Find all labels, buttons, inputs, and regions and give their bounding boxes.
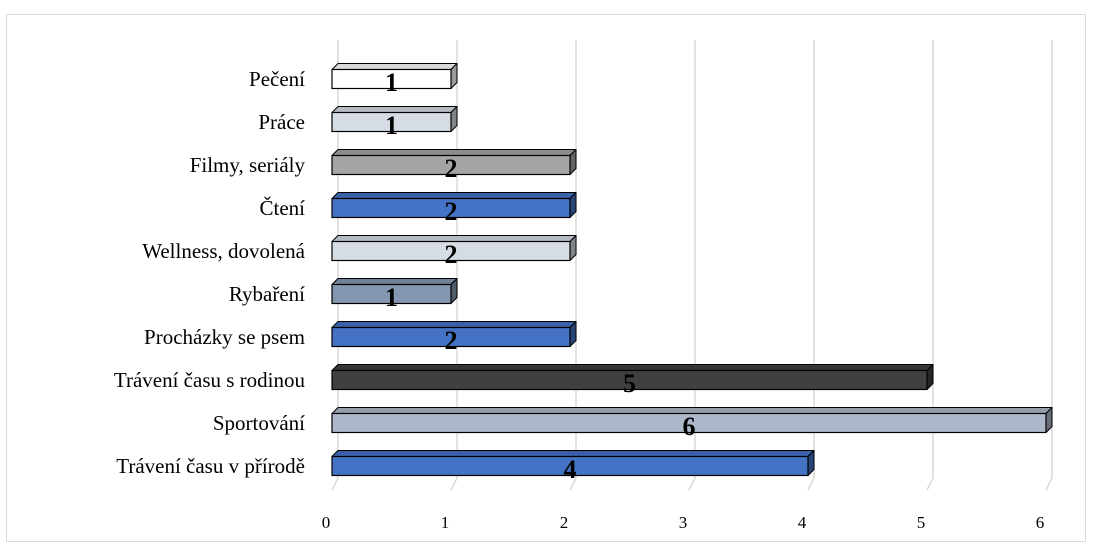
bar-front-face [331, 197, 571, 219]
bar-6 [331, 192, 577, 219]
data-label: 5 [623, 369, 636, 398]
data-label: 6 [683, 412, 696, 441]
bar-1 [331, 407, 1053, 434]
x-tick-label: 2 [560, 513, 569, 532]
data-label: 2 [445, 240, 458, 269]
bar-0 [331, 450, 815, 477]
bar-front-face [331, 283, 452, 305]
x-tick-label: 3 [679, 513, 688, 532]
category-label: Filmy, seriály [190, 153, 306, 177]
bar-9 [331, 63, 458, 90]
bar-5 [331, 235, 577, 262]
category-label: Procházky se psem [144, 325, 305, 349]
category-label: Práce [258, 110, 305, 134]
x-tick-label: 1 [441, 513, 450, 532]
bar-front-face [331, 455, 809, 477]
category-label: Wellness, dovolená [142, 239, 305, 263]
bar-3 [331, 321, 577, 348]
bar-front-face [331, 326, 571, 348]
bar-2 [331, 364, 934, 391]
category-label: Rybaření [229, 282, 305, 306]
bar-front-face [331, 154, 571, 176]
x-tick-label: 5 [917, 513, 926, 532]
gridline-base-3 [688, 477, 696, 491]
bar-front-face [331, 111, 452, 133]
data-label: 1 [385, 68, 398, 97]
grid-layer [331, 40, 1053, 491]
data-label: 2 [445, 197, 458, 226]
bar-front-face [331, 68, 452, 90]
gridline-base-1 [450, 477, 458, 491]
gridline-base-5 [926, 477, 934, 491]
gridline-base-0 [331, 477, 339, 491]
bar-7 [331, 149, 577, 176]
category-label: Trávení času s rodinou [114, 368, 306, 392]
bar-front-face [331, 412, 1047, 434]
bar-front-face [331, 369, 928, 391]
bar-4 [331, 278, 458, 305]
category-label: Pečení [249, 67, 305, 91]
bar-front-face [331, 240, 571, 262]
data-label: 2 [445, 154, 458, 183]
data-label: 1 [385, 111, 398, 140]
data-label: 2 [445, 326, 458, 355]
label-layer: 0 1 2 3 4 5 6 Trávení času v přírodě 4 Sportování… [114, 67, 1044, 532]
category-label: Sportování [213, 411, 305, 435]
bar-layer [331, 63, 1053, 477]
data-label: 1 [385, 283, 398, 312]
category-label: Trávení času v přírodě [116, 454, 305, 478]
x-tick-label: 4 [798, 513, 807, 532]
data-label: 4 [564, 455, 577, 484]
bar-8 [331, 106, 458, 133]
gridline-base-4 [807, 477, 815, 491]
x-tick-label: 6 [1036, 513, 1045, 532]
category-label: Čtení [260, 196, 306, 220]
x-tick-label: 0 [322, 513, 331, 532]
gridline-base-2 [569, 477, 577, 491]
gridline-base-6 [1045, 477, 1053, 491]
